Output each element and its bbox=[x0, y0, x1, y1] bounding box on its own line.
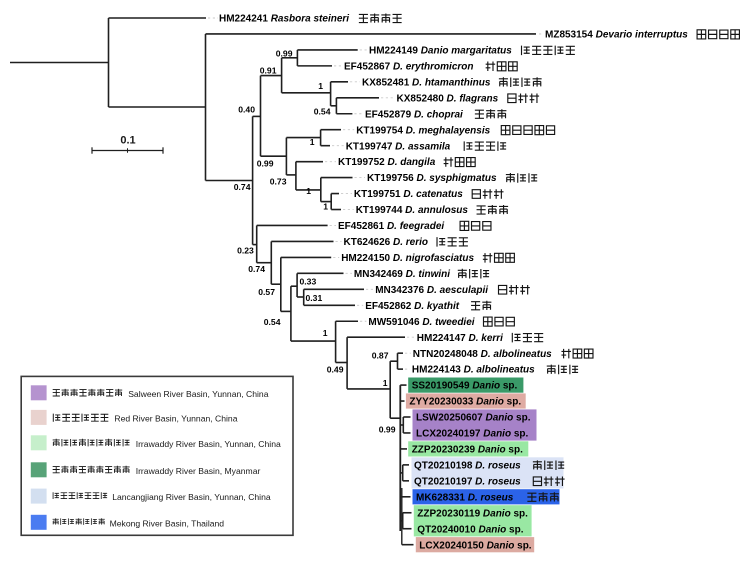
svg-text:0.99: 0.99 bbox=[379, 424, 396, 434]
svg-text:KT624626 D. rerio: KT624626 D. rerio bbox=[344, 237, 429, 248]
svg-text:Irrawaddy River Basin, Myanmar: Irrawaddy River Basin, Myanmar bbox=[136, 466, 261, 476]
svg-text:EF452867 D. erythromicron: EF452867 D. erythromicron bbox=[344, 62, 474, 73]
svg-text:1: 1 bbox=[310, 137, 315, 147]
svg-text:Lancangjiang River Basin, Yunn: Lancangjiang River Basin, Yunnan, China bbox=[112, 492, 271, 502]
svg-text:Red River Basin, Yunnan, China: Red River Basin, Yunnan, China bbox=[114, 413, 237, 423]
svg-text:0.57: 0.57 bbox=[258, 287, 275, 297]
svg-text:HM224149 Danio margaritatus: HM224149 Danio margaritatus bbox=[369, 46, 512, 57]
svg-text:MZ853154 Devario interruptus: MZ853154 Devario interruptus bbox=[545, 30, 688, 41]
svg-text:MK628331 D. roseus: MK628331 D. roseus bbox=[416, 492, 514, 503]
svg-text:0.54: 0.54 bbox=[314, 107, 331, 117]
svg-text:Mekong River Basin, Thailand: Mekong River Basin, Thailand bbox=[110, 518, 225, 528]
svg-text:1: 1 bbox=[318, 81, 323, 91]
svg-text:KX852481 D. htamanthinus: KX852481 D. htamanthinus bbox=[362, 77, 491, 88]
svg-text:KT199744 D. annulosus: KT199744 D. annulosus bbox=[356, 205, 469, 216]
svg-text:HM224147 D. kerri: HM224147 D. kerri bbox=[417, 333, 503, 344]
svg-text:MN342469 D. tinwini: MN342469 D. tinwini bbox=[354, 269, 450, 280]
svg-text:ZYY20230033 Danio sp.: ZYY20230033 Danio sp. bbox=[409, 397, 521, 408]
svg-text:0.74: 0.74 bbox=[248, 264, 265, 274]
svg-text:ZZP20230239 Danio sp.: ZZP20230239 Danio sp. bbox=[412, 445, 523, 456]
svg-text:1: 1 bbox=[323, 328, 328, 338]
svg-text:EF452862 D. kyathit: EF452862 D. kyathit bbox=[365, 301, 460, 312]
svg-text:KT199751 D. catenatus: KT199751 D. catenatus bbox=[354, 189, 463, 200]
svg-text:1: 1 bbox=[306, 186, 311, 196]
svg-text:0.33: 0.33 bbox=[300, 277, 317, 287]
svg-text:HM224143 D. albolineatus: HM224143 D. albolineatus bbox=[412, 365, 535, 376]
svg-text:QT20210197 D. roseus: QT20210197 D. roseus bbox=[414, 476, 521, 487]
svg-text:KT199752 D. dangila: KT199752 D. dangila bbox=[338, 157, 436, 168]
svg-text:0.99: 0.99 bbox=[276, 49, 293, 59]
svg-text:0.74: 0.74 bbox=[234, 182, 251, 192]
svg-text:MN342376 D. aesculapii: MN342376 D. aesculapii bbox=[375, 285, 488, 296]
svg-text:0.87: 0.87 bbox=[372, 350, 389, 360]
svg-text:0.40: 0.40 bbox=[238, 105, 255, 115]
svg-text:1: 1 bbox=[323, 201, 328, 211]
svg-text:Irrawaddy River Basin, Yunnan,: Irrawaddy River Basin, Yunnan, China bbox=[136, 439, 281, 449]
svg-text:ZZP20230119 Danio sp.: ZZP20230119 Danio sp. bbox=[417, 508, 528, 519]
svg-text:KT199756 D. sysphigmatus: KT199756 D. sysphigmatus bbox=[367, 173, 497, 184]
svg-text:SS20190549 Danio sp.: SS20190549 Danio sp. bbox=[412, 381, 518, 392]
svg-text:KX852480 D. flagrans: KX852480 D. flagrans bbox=[397, 93, 499, 104]
svg-text:HM224150 D. nigrofasciatus: HM224150 D. nigrofasciatus bbox=[341, 253, 474, 264]
svg-text:MW591046 D. tweediei: MW591046 D. tweediei bbox=[368, 317, 474, 328]
svg-text:EF452861 D. feegradei: EF452861 D. feegradei bbox=[338, 221, 444, 232]
svg-text:0.49: 0.49 bbox=[327, 365, 344, 375]
svg-text:KT199754 D. meghalayensis: KT199754 D. meghalayensis bbox=[356, 125, 490, 136]
svg-text:KT199747 D. assamila: KT199747 D. assamila bbox=[346, 141, 451, 152]
svg-text:LCX20240150 Danio sp.: LCX20240150 Danio sp. bbox=[419, 540, 532, 551]
svg-text:NTN20248048 D. albolineatus: NTN20248048 D. albolineatus bbox=[413, 349, 552, 360]
svg-text:0.54: 0.54 bbox=[264, 317, 281, 327]
svg-text:1: 1 bbox=[383, 378, 388, 388]
svg-text:0.91: 0.91 bbox=[260, 66, 277, 76]
svg-text:LSW20250607 Danio sp.: LSW20250607 Danio sp. bbox=[416, 413, 531, 424]
svg-text:0.73: 0.73 bbox=[270, 176, 287, 186]
svg-text:Salween River Basin, Yunnan, C: Salween River Basin, Yunnan, China bbox=[128, 389, 269, 399]
svg-text:0.31: 0.31 bbox=[306, 293, 323, 303]
svg-text:HM224241 Rasbora steineri: HM224241 Rasbora steineri bbox=[219, 14, 349, 25]
svg-text:EF452879 D. choprai: EF452879 D. choprai bbox=[365, 109, 463, 120]
svg-text:LCX20240197 Danio sp.: LCX20240197 Danio sp. bbox=[416, 429, 529, 440]
svg-text:QT20210198 D. roseus: QT20210198 D. roseus bbox=[414, 461, 521, 472]
svg-text:0.1: 0.1 bbox=[120, 135, 135, 147]
svg-text:0.99: 0.99 bbox=[257, 159, 274, 169]
svg-text:QT20240010 Danio sp.: QT20240010 Danio sp. bbox=[417, 524, 523, 535]
svg-text:0.23: 0.23 bbox=[237, 246, 254, 256]
